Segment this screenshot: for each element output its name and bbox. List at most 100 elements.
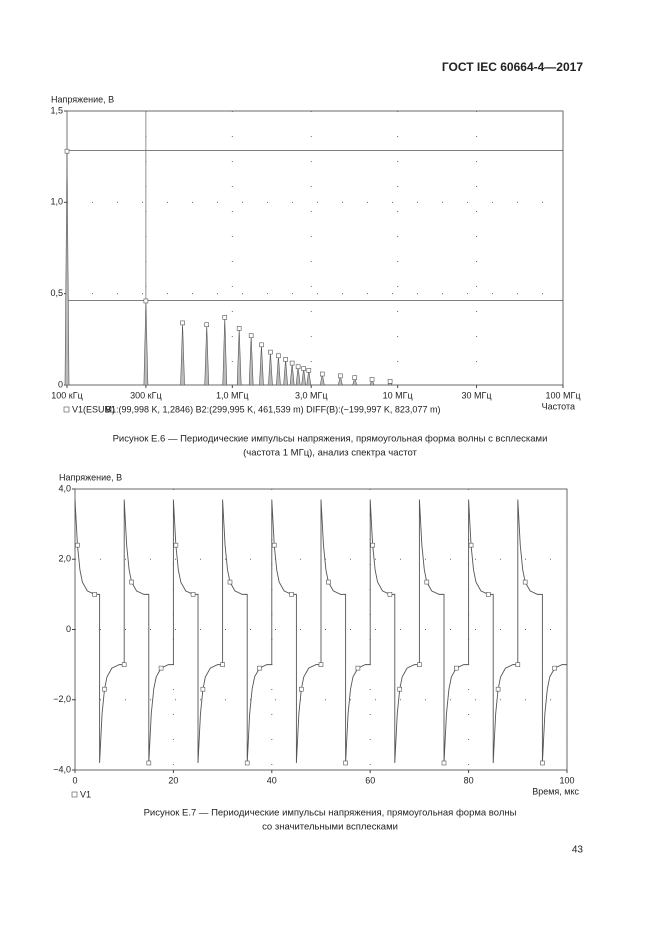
trace-marker — [75, 542, 80, 548]
x-tick-label: 30 МГц — [462, 390, 492, 400]
x-tick-label: 0 — [72, 775, 77, 785]
trace-marker — [244, 760, 250, 766]
spectrum-peak — [306, 370, 312, 386]
peak-marker — [301, 366, 306, 371]
y-axis-label: Напряжение, В — [59, 472, 122, 482]
trace-marker — [146, 760, 152, 766]
peak-marker — [306, 368, 312, 373]
peak-marker — [352, 375, 358, 380]
peak-marker — [289, 360, 295, 366]
x-tick-label: 300 кГц — [130, 390, 161, 400]
x-axis-label: Время, мкс — [532, 786, 579, 796]
y-tick-label: 2,0 — [58, 554, 71, 564]
x-tick-label: 3,0 МГц — [295, 390, 328, 400]
trace-marker — [522, 579, 528, 585]
page-number: 43 — [572, 845, 584, 856]
y-tick-label: 1,0 — [50, 197, 63, 207]
spectrum-peak — [236, 328, 242, 386]
peak-marker — [204, 322, 210, 328]
y-axis-label: Напряжение, В — [51, 94, 114, 104]
y-tick-label: 0 — [66, 624, 71, 634]
spectrum-peak — [248, 335, 254, 386]
x-tick-label: 60 — [365, 775, 375, 785]
trace-marker — [552, 665, 558, 671]
trace-marker — [485, 592, 491, 597]
x-tick-label: 100 — [559, 775, 574, 785]
x-tick-label: 1,0 МГц — [216, 390, 249, 400]
peak-marker — [64, 148, 70, 154]
x-tick-label: 80 — [464, 775, 474, 785]
x-tick-label: 100 МГц — [545, 390, 580, 400]
trace-marker — [468, 542, 474, 548]
caption: Рисунок Е.6 — Периодические импульсы нап… — [113, 434, 548, 445]
legend-label: V1 — [80, 789, 91, 799]
trace-marker — [540, 760, 545, 766]
y-tick-label: −2,0 — [53, 694, 71, 704]
trace-marker — [129, 579, 134, 585]
x-axis-label: Частота — [542, 401, 575, 411]
trace-marker — [370, 542, 375, 548]
legend-symbol — [71, 791, 78, 798]
legend-label: V1(ESUM) — [72, 404, 115, 414]
spectrum-peak — [369, 378, 375, 386]
trace-marker — [289, 592, 294, 597]
header: ГОСТ IEC 60664-4—2017 — [442, 60, 583, 74]
peak-marker — [338, 373, 343, 379]
x-tick-label: 40 — [267, 775, 277, 785]
spectrum-peak — [64, 151, 70, 386]
peak-marker — [387, 379, 393, 384]
x-tick-label: 100 кГц — [51, 390, 82, 400]
y-tick-label: 4,0 — [58, 483, 71, 493]
trace-marker — [102, 686, 107, 692]
trace-marker — [326, 579, 331, 585]
trace-marker — [515, 662, 521, 667]
spectrum-peak — [222, 317, 228, 386]
spectrum-peak — [319, 373, 325, 386]
y-tick-label: 0 — [58, 379, 63, 389]
trace-marker — [299, 686, 304, 692]
cursor-readout: B1:(99,998 K, 1,2846) B2:(299,995 K, 461… — [105, 404, 440, 414]
peak-marker — [319, 371, 325, 377]
spectrum-peak — [259, 344, 264, 386]
trace-marker — [441, 760, 447, 766]
trace-marker — [257, 665, 262, 671]
trace-marker — [190, 592, 196, 597]
peak-marker — [236, 326, 242, 331]
waveform — [74, 499, 567, 763]
caption: (частота 1 МГц), анализ спектра частот — [243, 448, 417, 459]
peak-marker — [248, 333, 254, 338]
peak-marker — [180, 320, 185, 326]
trace-marker — [495, 686, 501, 692]
peak-marker — [268, 349, 273, 355]
spectrum-peak — [268, 352, 273, 386]
spectrum-peak — [283, 359, 288, 386]
trace-marker — [92, 592, 97, 597]
peak-marker — [283, 357, 288, 362]
spectrum-peak — [295, 366, 301, 386]
trace-marker — [453, 665, 459, 671]
peak-marker — [276, 353, 281, 359]
trace-marker — [397, 686, 403, 692]
y-tick-label: 1,5 — [50, 105, 63, 115]
trace-marker — [387, 592, 393, 597]
peak-marker — [259, 342, 264, 348]
spectrum-peak — [276, 355, 281, 386]
spectrum-peak — [143, 300, 149, 386]
spectrum-peak — [204, 324, 210, 386]
spectrum-peak — [352, 376, 358, 386]
trace-marker — [355, 665, 361, 671]
peak-marker — [295, 364, 301, 370]
x-tick-label: 10 МГц — [383, 390, 413, 400]
trace-marker — [227, 579, 233, 585]
spectrum-peak — [289, 363, 295, 386]
peak-marker — [222, 315, 228, 320]
peak-marker — [143, 298, 149, 304]
trace-marker — [417, 662, 422, 667]
trace-marker — [173, 542, 179, 548]
trace-marker — [318, 662, 324, 667]
trace-marker — [200, 686, 206, 692]
trace-marker — [424, 579, 430, 585]
trace-marker — [271, 542, 277, 548]
